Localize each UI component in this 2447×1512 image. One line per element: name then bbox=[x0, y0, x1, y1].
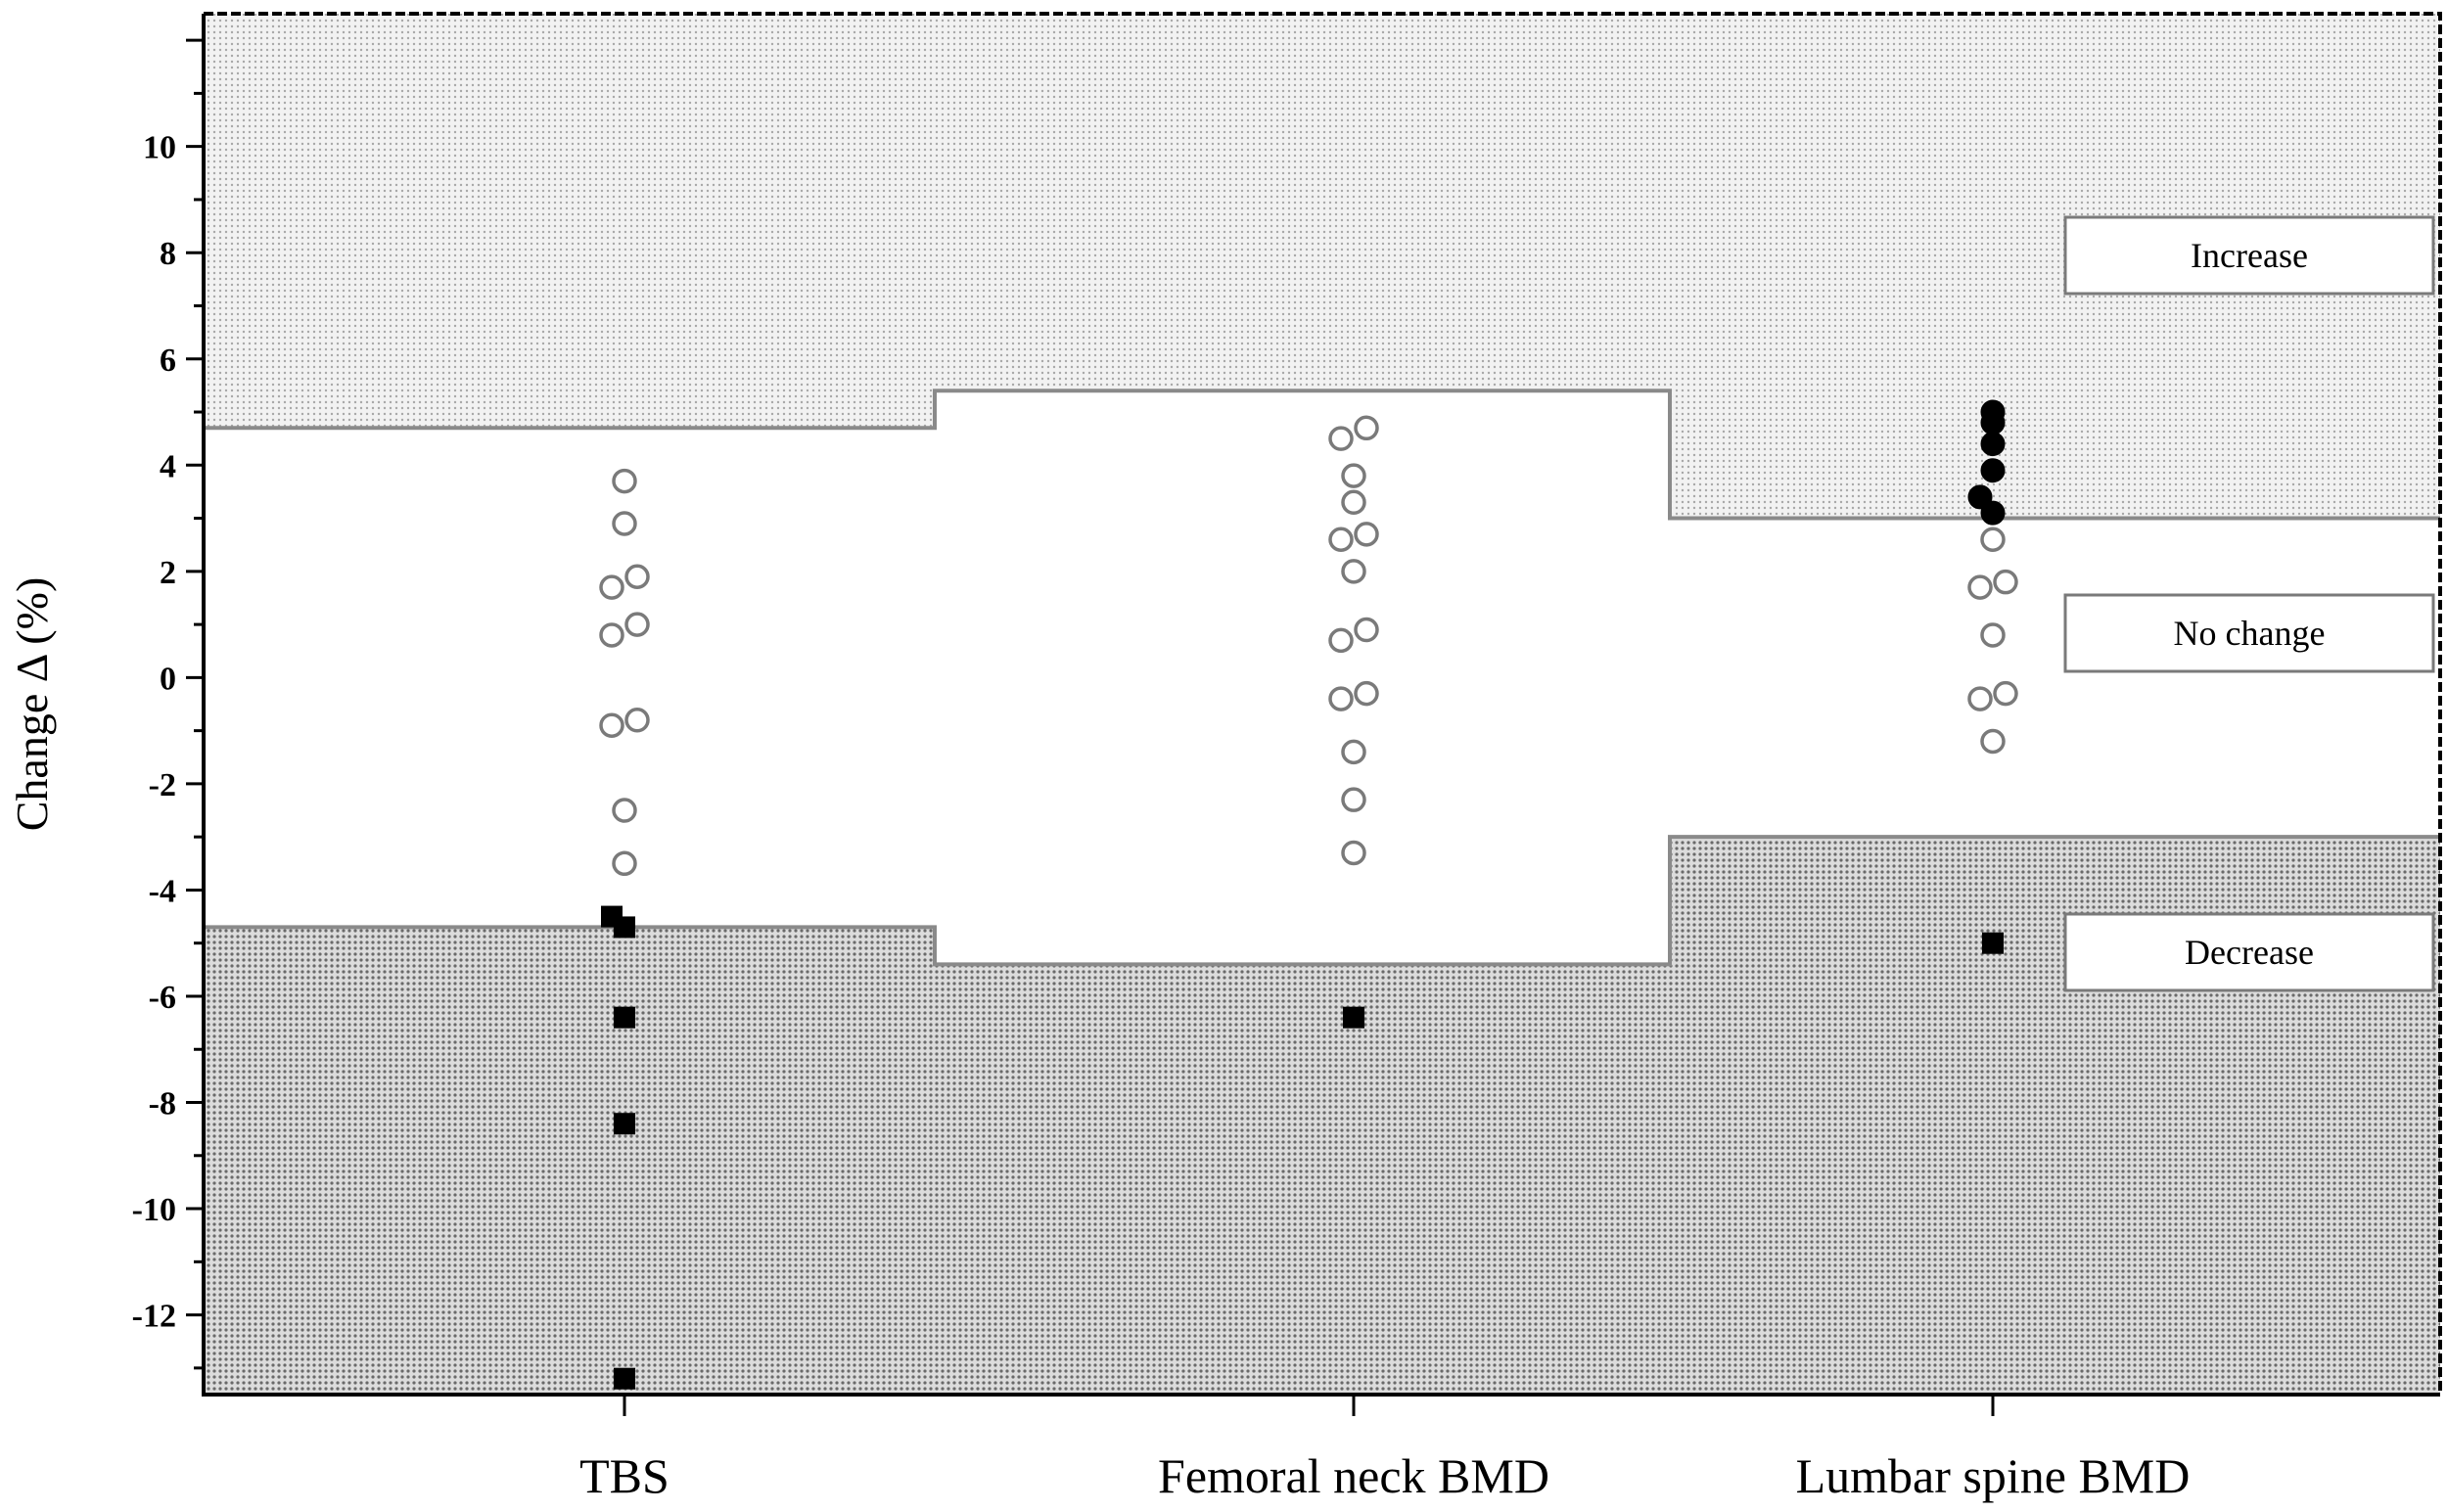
y-tick-label: -4 bbox=[149, 873, 176, 909]
upper-threshold-line bbox=[204, 389, 2440, 521]
data-point-open-circle bbox=[1980, 622, 2006, 648]
data-point-open-circle bbox=[612, 468, 637, 494]
data-point-open-circle bbox=[1328, 686, 1354, 711]
legend-no-change-box bbox=[2063, 593, 2435, 673]
data-point-open-circle bbox=[624, 708, 650, 733]
data-point-open-circle bbox=[1341, 739, 1366, 765]
data-point-filled-circle bbox=[1980, 410, 2006, 435]
data-point-open-circle bbox=[1341, 559, 1366, 584]
increase-zone-0 bbox=[204, 14, 935, 429]
y-axis-title: Change Δ (%) bbox=[7, 577, 57, 832]
data-point-filled-circle bbox=[1980, 432, 2006, 457]
y-tick-label: -8 bbox=[149, 1086, 176, 1123]
y-tick-label: -6 bbox=[149, 980, 176, 1016]
legend-increase-box bbox=[2063, 215, 2435, 296]
x-tick-label: Femoral neck BMD bbox=[1158, 1448, 1549, 1503]
data-point-open-circle bbox=[1354, 415, 1379, 441]
data-point-open-circle bbox=[1354, 522, 1379, 547]
data-point-open-circle bbox=[1980, 527, 2006, 553]
y-tick-label: 2 bbox=[160, 555, 176, 591]
y-tick-label: -12 bbox=[132, 1299, 176, 1335]
data-point-open-circle bbox=[1967, 686, 1993, 711]
y-tick-label: 6 bbox=[160, 343, 176, 379]
no-change-zone-2 bbox=[1670, 518, 2440, 838]
y-tick-label: 10 bbox=[143, 130, 176, 166]
data-point-open-circle bbox=[1328, 627, 1354, 654]
y-tick-label: -10 bbox=[132, 1192, 176, 1228]
data-point-open-circle bbox=[1993, 569, 2018, 595]
y-tick-label: 8 bbox=[160, 236, 176, 272]
increase-zone-1 bbox=[935, 14, 1670, 391]
y-tick-label: 4 bbox=[160, 448, 176, 484]
data-point-open-circle bbox=[1341, 463, 1366, 488]
data-point-open-circle bbox=[612, 511, 637, 536]
data-point-open-circle bbox=[599, 622, 624, 648]
data-point-open-circle bbox=[1341, 840, 1366, 866]
legend-increase-label: Increase bbox=[2191, 236, 2308, 275]
data-point-open-circle bbox=[599, 574, 624, 600]
decrease-zone-1 bbox=[935, 964, 1670, 1395]
y-tick-label: -2 bbox=[149, 767, 176, 803]
no-change-zone-1 bbox=[935, 390, 1670, 965]
data-point-filled-square bbox=[614, 1367, 635, 1390]
data-point-open-circle bbox=[624, 612, 650, 637]
data-point-open-circle bbox=[612, 798, 637, 823]
data-point-filled-circle bbox=[1980, 500, 2006, 526]
decrease-zone-0 bbox=[204, 927, 935, 1395]
data-point-filled-circle bbox=[1980, 458, 2006, 483]
data-point-open-circle bbox=[612, 850, 637, 877]
data-point-open-circle bbox=[1967, 574, 1993, 600]
legend-decrease-label: Decrease bbox=[2185, 933, 2314, 972]
data-point-filled-square bbox=[1343, 1006, 1364, 1029]
legend-no-change-label: No change bbox=[2174, 614, 2326, 653]
data-point-open-circle bbox=[1980, 728, 2006, 755]
x-tick-label: Lumbar spine BMD bbox=[1796, 1448, 2191, 1503]
data-point-open-circle bbox=[599, 712, 624, 738]
data-point-filled-square bbox=[614, 1006, 635, 1029]
x-tick-label: TBS bbox=[579, 1448, 669, 1503]
data-point-open-circle bbox=[1328, 426, 1354, 451]
data-point-open-circle bbox=[624, 564, 650, 590]
data-point-open-circle bbox=[1341, 787, 1366, 812]
lower-threshold-line bbox=[204, 835, 2440, 967]
no-change-zone-0 bbox=[204, 428, 935, 928]
data-point-filled-square bbox=[1982, 932, 2004, 954]
legend-decrease-box bbox=[2063, 912, 2435, 992]
data-point-filled-square bbox=[614, 916, 635, 939]
data-point-open-circle bbox=[1993, 680, 2018, 707]
data-point-open-circle bbox=[1354, 680, 1379, 707]
y-tick-label: 0 bbox=[160, 661, 176, 697]
data-point-filled-square bbox=[614, 1113, 635, 1135]
data-point-open-circle bbox=[1354, 617, 1379, 643]
data-point-open-circle bbox=[1328, 527, 1354, 553]
data-point-open-circle bbox=[1341, 489, 1366, 516]
